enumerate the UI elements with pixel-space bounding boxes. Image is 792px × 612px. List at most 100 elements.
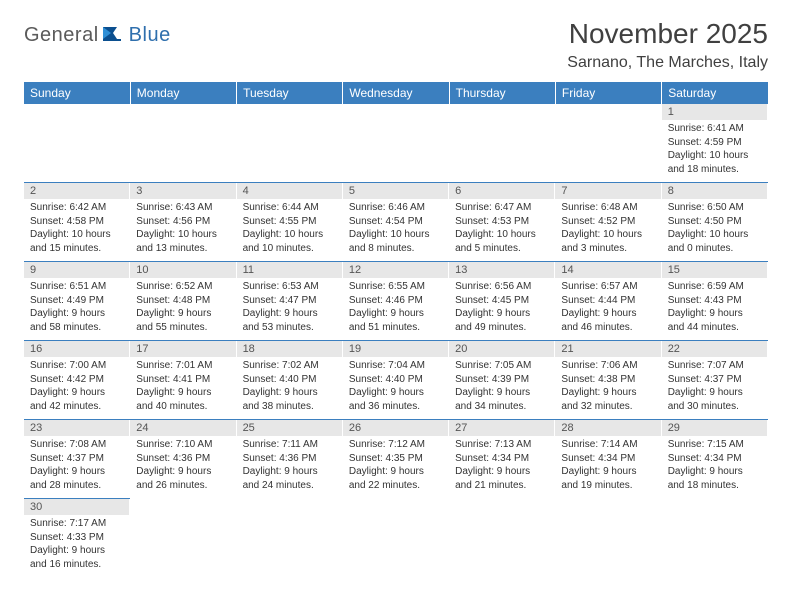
day-details: Sunrise: 7:07 AMSunset: 4:37 PMDaylight:…: [662, 357, 768, 419]
sunset-text: Sunset: 4:43 PM: [668, 294, 762, 308]
day-details: Sunrise: 6:59 AMSunset: 4:43 PMDaylight:…: [662, 278, 768, 340]
sunset-text: Sunset: 4:36 PM: [136, 452, 230, 466]
sunrise-text: Sunrise: 6:44 AM: [243, 201, 337, 215]
day-number: 18: [237, 341, 343, 357]
daylight-text: Daylight: 9 hours and 44 minutes.: [668, 307, 762, 334]
day-details: Sunrise: 7:14 AMSunset: 4:34 PMDaylight:…: [555, 436, 661, 498]
day-details: Sunrise: 7:17 AMSunset: 4:33 PMDaylight:…: [24, 515, 130, 577]
day-number: 30: [24, 499, 130, 515]
calendar-cell: [237, 499, 343, 578]
day-number: 13: [449, 262, 555, 278]
day-details: Sunrise: 7:05 AMSunset: 4:39 PMDaylight:…: [449, 357, 555, 419]
daylight-text: Daylight: 10 hours and 13 minutes.: [136, 228, 230, 255]
calendar-cell: 17Sunrise: 7:01 AMSunset: 4:41 PMDayligh…: [130, 341, 236, 420]
calendar-week: 2Sunrise: 6:42 AMSunset: 4:58 PMDaylight…: [24, 183, 768, 262]
daylight-text: Daylight: 9 hours and 40 minutes.: [136, 386, 230, 413]
sunrise-text: Sunrise: 6:56 AM: [455, 280, 549, 294]
sunrise-text: Sunrise: 6:50 AM: [668, 201, 762, 215]
sunset-text: Sunset: 4:39 PM: [455, 373, 549, 387]
day-header: Saturday: [662, 82, 768, 104]
calendar-cell: 25Sunrise: 7:11 AMSunset: 4:36 PMDayligh…: [237, 420, 343, 499]
calendar-cell: 24Sunrise: 7:10 AMSunset: 4:36 PMDayligh…: [130, 420, 236, 499]
daylight-text: Daylight: 9 hours and 19 minutes.: [561, 465, 655, 492]
calendar-table: SundayMondayTuesdayWednesdayThursdayFrid…: [24, 82, 768, 577]
calendar-cell: 23Sunrise: 7:08 AMSunset: 4:37 PMDayligh…: [24, 420, 130, 499]
day-number: 6: [449, 183, 555, 199]
calendar-cell: [555, 499, 661, 578]
calendar-cell: 26Sunrise: 7:12 AMSunset: 4:35 PMDayligh…: [343, 420, 449, 499]
sunrise-text: Sunrise: 7:15 AM: [668, 438, 762, 452]
daylight-text: Daylight: 9 hours and 53 minutes.: [243, 307, 337, 334]
daylight-text: Daylight: 10 hours and 15 minutes.: [30, 228, 124, 255]
sunset-text: Sunset: 4:40 PM: [243, 373, 337, 387]
day-header: Thursday: [449, 82, 555, 104]
day-header: Friday: [555, 82, 661, 104]
daylight-text: Daylight: 10 hours and 5 minutes.: [455, 228, 549, 255]
day-number: 4: [237, 183, 343, 199]
daylight-text: Daylight: 9 hours and 30 minutes.: [668, 386, 762, 413]
calendar-cell: 2Sunrise: 6:42 AMSunset: 4:58 PMDaylight…: [24, 183, 130, 262]
day-number: 24: [130, 420, 236, 436]
day-number: 27: [449, 420, 555, 436]
calendar-cell: 7Sunrise: 6:48 AMSunset: 4:52 PMDaylight…: [555, 183, 661, 262]
sunrise-text: Sunrise: 7:04 AM: [349, 359, 443, 373]
sunset-text: Sunset: 4:54 PM: [349, 215, 443, 229]
daylight-text: Daylight: 9 hours and 36 minutes.: [349, 386, 443, 413]
calendar-cell: 8Sunrise: 6:50 AMSunset: 4:50 PMDaylight…: [662, 183, 768, 262]
day-details: Sunrise: 6:48 AMSunset: 4:52 PMDaylight:…: [555, 199, 661, 261]
calendar-cell: [24, 104, 130, 183]
sunrise-text: Sunrise: 7:05 AM: [455, 359, 549, 373]
day-details: Sunrise: 7:01 AMSunset: 4:41 PMDaylight:…: [130, 357, 236, 419]
sunset-text: Sunset: 4:35 PM: [349, 452, 443, 466]
daylight-text: Daylight: 9 hours and 46 minutes.: [561, 307, 655, 334]
page-header: General Blue November 2025 Sarnano, The …: [24, 18, 768, 72]
calendar-cell: [662, 499, 768, 578]
day-number: 14: [555, 262, 661, 278]
daylight-text: Daylight: 9 hours and 49 minutes.: [455, 307, 549, 334]
sunrise-text: Sunrise: 6:52 AM: [136, 280, 230, 294]
sunset-text: Sunset: 4:47 PM: [243, 294, 337, 308]
day-number: 29: [662, 420, 768, 436]
calendar-week: 23Sunrise: 7:08 AMSunset: 4:37 PMDayligh…: [24, 420, 768, 499]
calendar-cell: 3Sunrise: 6:43 AMSunset: 4:56 PMDaylight…: [130, 183, 236, 262]
daylight-text: Daylight: 9 hours and 42 minutes.: [30, 386, 124, 413]
day-number: 20: [449, 341, 555, 357]
calendar-week: 1Sunrise: 6:41 AMSunset: 4:59 PMDaylight…: [24, 104, 768, 183]
sunset-text: Sunset: 4:36 PM: [243, 452, 337, 466]
calendar-cell: [130, 104, 236, 183]
daylight-text: Daylight: 9 hours and 32 minutes.: [561, 386, 655, 413]
day-details: Sunrise: 7:15 AMSunset: 4:34 PMDaylight:…: [662, 436, 768, 498]
sunset-text: Sunset: 4:59 PM: [668, 136, 762, 150]
sunrise-text: Sunrise: 6:51 AM: [30, 280, 124, 294]
day-details: Sunrise: 6:52 AMSunset: 4:48 PMDaylight:…: [130, 278, 236, 340]
day-details: Sunrise: 6:46 AMSunset: 4:54 PMDaylight:…: [343, 199, 449, 261]
day-header-row: SundayMondayTuesdayWednesdayThursdayFrid…: [24, 82, 768, 104]
sunset-text: Sunset: 4:37 PM: [668, 373, 762, 387]
day-header: Tuesday: [237, 82, 343, 104]
sunrise-text: Sunrise: 7:10 AM: [136, 438, 230, 452]
sunrise-text: Sunrise: 6:41 AM: [668, 122, 762, 136]
day-number: 11: [237, 262, 343, 278]
sunrise-text: Sunrise: 7:06 AM: [561, 359, 655, 373]
calendar-cell: 13Sunrise: 6:56 AMSunset: 4:45 PMDayligh…: [449, 262, 555, 341]
day-number: 8: [662, 183, 768, 199]
day-header: Wednesday: [343, 82, 449, 104]
sunset-text: Sunset: 4:41 PM: [136, 373, 230, 387]
logo-text-general: General: [24, 24, 99, 47]
calendar-week: 9Sunrise: 6:51 AMSunset: 4:49 PMDaylight…: [24, 262, 768, 341]
calendar-cell: 15Sunrise: 6:59 AMSunset: 4:43 PMDayligh…: [662, 262, 768, 341]
day-number: 17: [130, 341, 236, 357]
calendar-cell: 28Sunrise: 7:14 AMSunset: 4:34 PMDayligh…: [555, 420, 661, 499]
daylight-text: Daylight: 9 hours and 51 minutes.: [349, 307, 443, 334]
calendar-cell: 14Sunrise: 6:57 AMSunset: 4:44 PMDayligh…: [555, 262, 661, 341]
day-number: 5: [343, 183, 449, 199]
daylight-text: Daylight: 9 hours and 22 minutes.: [349, 465, 443, 492]
day-details: Sunrise: 6:57 AMSunset: 4:44 PMDaylight:…: [555, 278, 661, 340]
calendar-cell: 27Sunrise: 7:13 AMSunset: 4:34 PMDayligh…: [449, 420, 555, 499]
day-details: Sunrise: 7:00 AMSunset: 4:42 PMDaylight:…: [24, 357, 130, 419]
sunrise-text: Sunrise: 6:48 AM: [561, 201, 655, 215]
daylight-text: Daylight: 10 hours and 10 minutes.: [243, 228, 337, 255]
daylight-text: Daylight: 9 hours and 28 minutes.: [30, 465, 124, 492]
day-details: Sunrise: 7:04 AMSunset: 4:40 PMDaylight:…: [343, 357, 449, 419]
sunrise-text: Sunrise: 7:07 AM: [668, 359, 762, 373]
